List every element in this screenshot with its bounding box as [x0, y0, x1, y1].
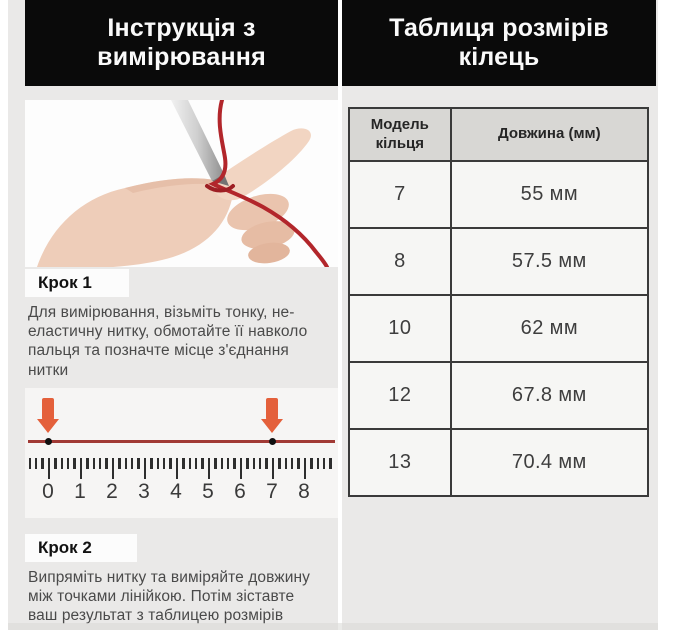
step2-label: Крок 2: [25, 534, 137, 562]
ruler-tick: [60, 458, 63, 469]
ruler-number: 8: [298, 480, 310, 503]
ruler-tick: [137, 458, 140, 469]
ruler-tick: [54, 458, 57, 469]
ruler-tick: [124, 458, 127, 469]
table-header-row: Модель кільця Довжина (мм): [348, 107, 650, 162]
ruler-tick: [329, 458, 332, 469]
ruler-tick: [195, 458, 198, 469]
ruler-tick: [47, 458, 51, 479]
ruler-tick: [188, 458, 191, 469]
table-row: 7 55 мм: [348, 160, 650, 229]
length-cell: 55 мм: [449, 160, 650, 229]
ruler-tick: [201, 458, 204, 469]
ruler-tick: [323, 458, 326, 469]
ruler-tick: [284, 458, 287, 469]
ruler-tick: [92, 458, 95, 469]
thread-line: [28, 440, 335, 443]
model-cell: 7: [348, 160, 452, 229]
length-cell: 70.4 мм: [449, 428, 650, 497]
size-table-panel: Таблиця розмірів кілець Модель кільця До…: [342, 0, 658, 630]
ruler-tick: [310, 458, 313, 469]
ruler-tick: [41, 458, 44, 469]
step1-label: Крок 1: [25, 269, 129, 297]
ruler-tick: [214, 458, 217, 469]
hand-with-thread-illustration: [37, 100, 329, 267]
ruler-tick: [297, 458, 300, 469]
ruler-tick: [252, 458, 255, 469]
ruler-tick: [86, 458, 89, 469]
ruler-tick: [143, 458, 147, 479]
ring-size-table: Модель кільця Довжина (мм) 7 55 мм 8 57.…: [348, 107, 650, 497]
ruler-number: 0: [42, 480, 54, 503]
left-panel-title: Інструкція з вимірювання: [25, 0, 338, 86]
bottom-shadow: [8, 623, 658, 630]
marker-down-arrow-icon: [261, 398, 283, 433]
model-cell: 10: [348, 294, 452, 363]
ruler-number: 4: [170, 480, 182, 503]
ruler-tick: [163, 458, 166, 469]
ruler-tick: [265, 458, 268, 469]
length-cell: 62 мм: [449, 294, 650, 363]
ruler-number: 2: [106, 480, 118, 503]
ruler-tick: [182, 458, 185, 469]
ruler-tick: [99, 458, 102, 469]
ruler-number: 1: [74, 480, 86, 503]
ruler-number: 5: [202, 480, 214, 503]
model-cell: 13: [348, 428, 452, 497]
ruler-tick: [259, 458, 262, 469]
ruler-tick: [169, 458, 172, 469]
ruler-tick: [35, 458, 38, 469]
ruler-tick: [271, 458, 275, 479]
ruler-tick: [220, 458, 223, 469]
column-header-length: Довжина (мм): [449, 107, 650, 162]
ruler-tick: [28, 458, 31, 469]
step1-text: Для вимірювання, візьміть тонку, не- ела…: [28, 304, 308, 379]
model-cell: 12: [348, 361, 452, 430]
ruler-tick: [73, 458, 76, 469]
pen-icon: [171, 100, 224, 181]
step2-text: Випряміть нитку та виміряйте довжину між…: [28, 569, 310, 625]
ruler-tick: [175, 458, 179, 479]
ruler-ticks: [25, 458, 338, 480]
column-header-model: Модель кільця: [348, 107, 452, 162]
red-thread: [208, 100, 329, 267]
table-row: 13 70.4 мм: [348, 428, 650, 497]
ruler-tick: [131, 458, 134, 469]
ruler-tick: [150, 458, 153, 469]
ruler-tick: [278, 458, 281, 469]
ruler-tick: [246, 458, 249, 469]
ruler-tick: [239, 458, 243, 479]
right-panel-title: Таблиця розмірів кілець: [342, 0, 656, 86]
ruler-number: 6: [234, 480, 246, 503]
ruler-tick: [233, 458, 236, 469]
table-row: 12 67.8 мм: [348, 361, 650, 430]
measure-point-dot: [44, 438, 52, 445]
marker-down-arrow-icon: [37, 398, 59, 433]
table-row: 10 62 мм: [348, 294, 650, 363]
ruler-number: 3: [138, 480, 150, 503]
ruler-tick: [111, 458, 115, 479]
table-row: 8 57.5 мм: [348, 227, 650, 296]
ruler-tick: [291, 458, 294, 469]
measurement-instructions-panel: Інструкція з вимірювання: [8, 0, 338, 630]
ruler-tick: [118, 458, 121, 469]
ruler-tick: [79, 458, 83, 479]
length-cell: 67.8 мм: [449, 361, 650, 430]
measure-point-dot: [268, 438, 276, 445]
ruler-tick: [303, 458, 307, 479]
ruler-tick: [156, 458, 159, 469]
ruler-tick: [316, 458, 319, 469]
ruler-tick: [105, 458, 108, 469]
ruler-number: 7: [266, 480, 278, 503]
model-cell: 8: [348, 227, 452, 296]
hand-photo: [25, 100, 338, 267]
ruler-tick: [227, 458, 230, 469]
length-cell: 57.5 мм: [449, 227, 650, 296]
ruler-tick: [207, 458, 211, 479]
ruler-tick: [67, 458, 70, 469]
